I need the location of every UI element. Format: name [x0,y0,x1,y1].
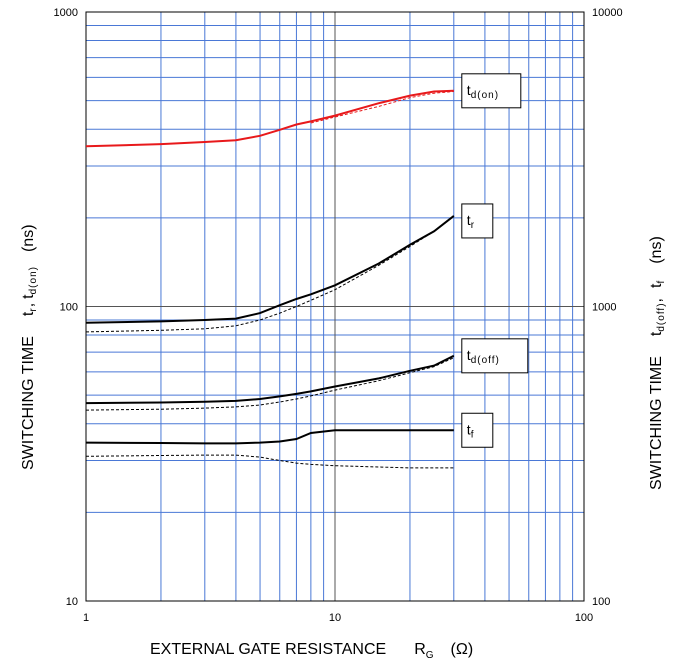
x-tick-label: 1 [83,612,89,624]
series-label-box [461,412,494,448]
x-tick-label: 10 [329,612,341,624]
y-tick-label-left: 1000 [54,7,78,19]
x-tick-label: 100 [575,612,593,624]
series-label-box [461,203,494,239]
y-tick-label-left: 100 [60,302,78,314]
series-label-text: tr [467,212,475,231]
y-axis-label-left: SWITCHING TIMEtr,td(on)(ns) [20,224,39,470]
series-label-0: td(on) [461,73,522,109]
series-label-text: tf [467,421,475,440]
y-tick-label-right: 100 [592,596,610,608]
series-label-box [461,338,529,374]
plot-frame [85,11,585,602]
y-axis-label-right: SWITCHING TIMEtd(off),tf(ns) [648,236,667,490]
series-label-1: tr [461,203,494,239]
series-line-typical-2 [85,357,455,411]
series-label-text: td(on) [467,82,499,101]
y-tick-label-right: 10000 [592,7,623,19]
curve-labels: td(on) tr td(off) tf [461,73,529,448]
series-line-typical-3 [85,454,454,469]
y-tick-label-left: 10 [66,596,78,608]
series-line-typical-0 [310,91,454,124]
series-line-typical-1 [85,215,455,333]
series-label-text: td(off) [467,347,500,366]
series-line-1 [85,215,455,324]
x-axis-label: EXTERNAL GATE RESISTANCE RG (Ω) [150,641,473,661]
tick-labels: 1 10 100 10 100 1000 100 1000 10000 [54,7,623,624]
series-line-3 [85,429,454,445]
series-label-2: td(off) [461,338,529,374]
series-label-box [461,73,522,109]
series-line-2 [85,354,455,405]
y-tick-label-right: 1000 [592,302,616,314]
series-label-3: tf [461,412,494,448]
series-line-0 [85,89,454,148]
curves [85,89,455,469]
